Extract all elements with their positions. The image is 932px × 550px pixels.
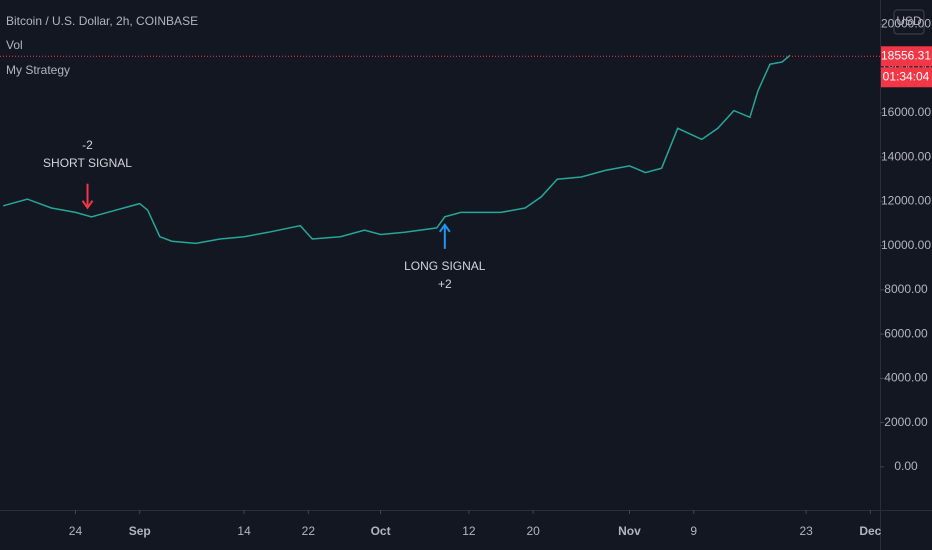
y-tick-label: 0.00 — [894, 459, 918, 473]
x-tick-label: 20 — [526, 524, 540, 538]
y-tick-label: 8000.00 — [884, 282, 928, 296]
currency-button[interactable] — [893, 9, 925, 35]
signal-label: LONG SIGNAL — [404, 259, 486, 273]
y-tick-label: 20000.00 — [881, 17, 931, 31]
y-tick-label: 10000.00 — [881, 238, 931, 252]
signal-label: SHORT SIGNAL — [43, 156, 132, 170]
signal-qty: -2 — [82, 138, 93, 152]
chart-title: Bitcoin / U.S. Dollar, 2h, COINBASE — [6, 14, 198, 28]
x-tick-label: Sep — [129, 524, 151, 538]
y-tick-label: 12000.00 — [881, 194, 931, 208]
signal-qty: +2 — [438, 277, 452, 291]
indicator-label: My Strategy — [6, 63, 70, 77]
last-price-box — [881, 46, 932, 67]
x-tick-label: Nov — [618, 524, 641, 538]
x-tick-label: 23 — [799, 524, 813, 538]
y-tick-label: 14000.00 — [881, 149, 931, 163]
y-tick-label: 16000.00 — [881, 105, 931, 119]
x-tick-label: 14 — [237, 524, 251, 538]
signal-arrowhead — [439, 223, 451, 233]
indicator-label: Vol — [6, 38, 23, 52]
x-tick-label: 12 — [462, 524, 476, 538]
price-line — [2, 54, 791, 245]
y-tick-label: 2000.00 — [884, 415, 928, 429]
countdown-box — [881, 67, 932, 88]
countdown-label: 01:34:04 — [883, 69, 930, 83]
y-tick-label: 6000.00 — [884, 326, 928, 340]
x-tick-label: Oct — [371, 524, 391, 538]
x-tick-label: Dec — [859, 524, 881, 538]
y-tick-label: 4000.00 — [884, 371, 928, 385]
signal-arrowhead — [81, 200, 94, 210]
last-price-label: 18556.31 — [881, 48, 931, 62]
x-tick-label: 9 — [690, 524, 697, 538]
x-tick-label: 24 — [69, 524, 83, 538]
currency-label[interactable]: USD — [896, 14, 922, 28]
x-tick-label: 22 — [302, 524, 316, 538]
